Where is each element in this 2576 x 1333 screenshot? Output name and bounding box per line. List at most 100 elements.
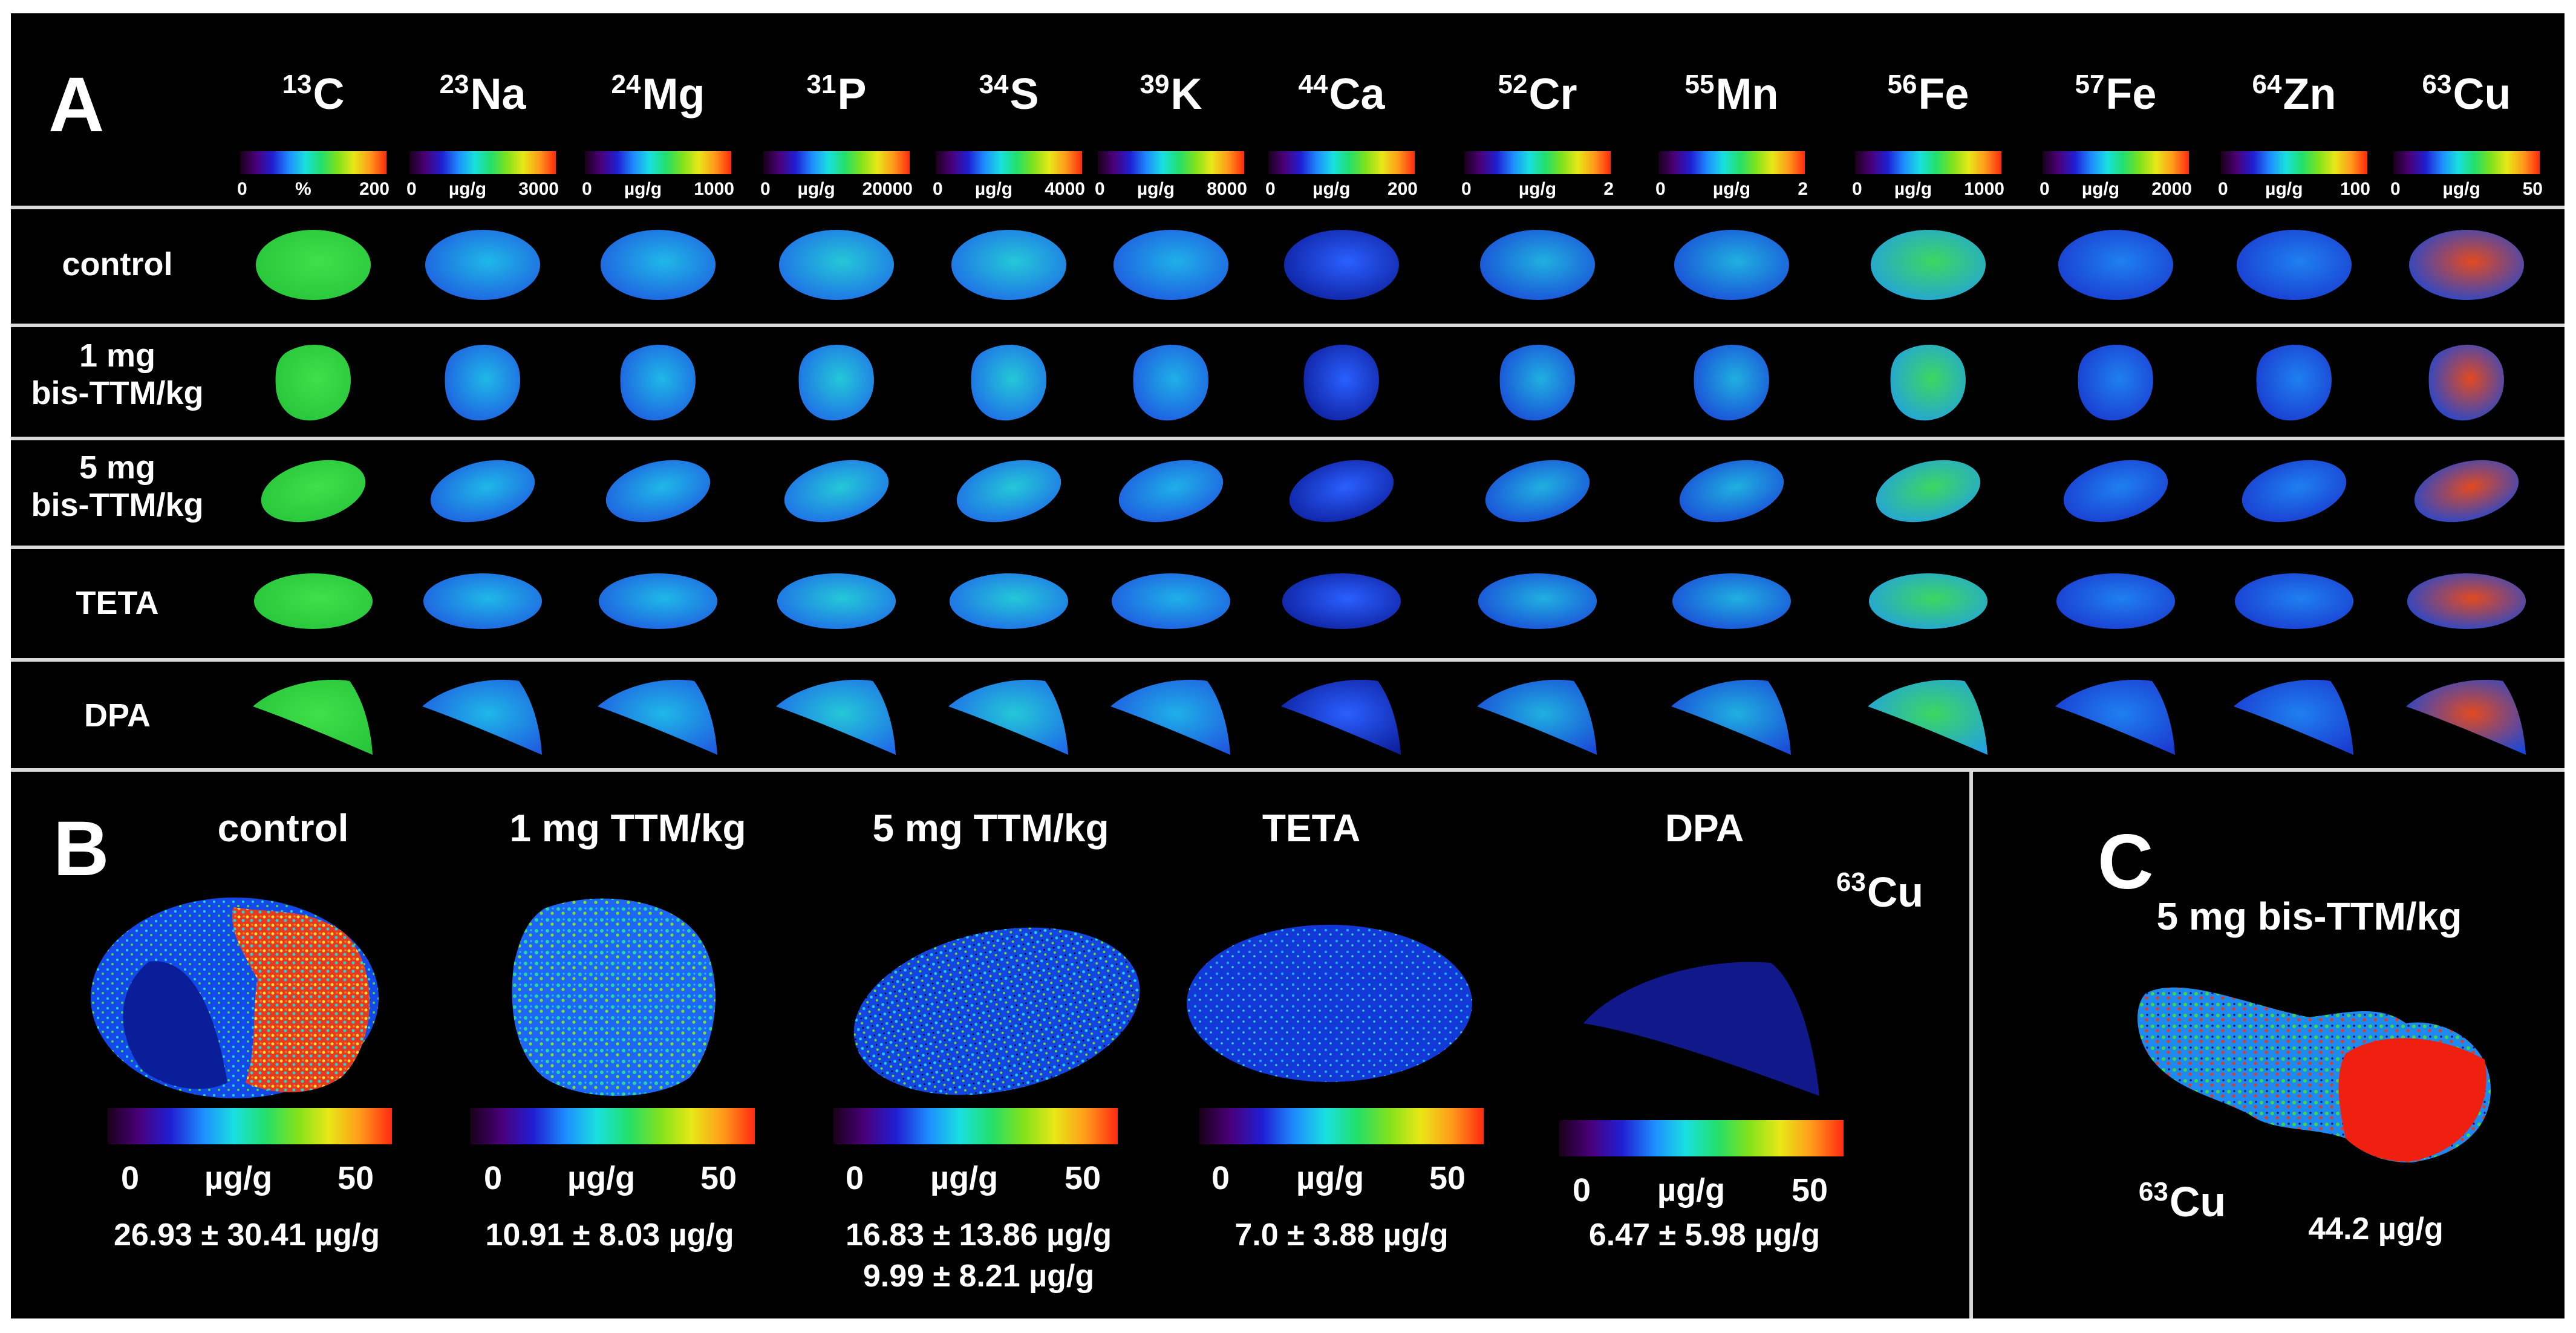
panel-c-isotope-label: 63Cu [2138,1177,2226,1225]
panel-b-scale-unit: µg/g [1296,1160,1365,1196]
panel-b-stat-5mg-2: 9.99 ± 8.21 µg/g [862,1259,1095,1294]
colorbar-scale-max: 2 [1603,179,1614,199]
colorbar-scale-min: 0 [2040,179,2050,199]
tissue-map-thumbnail [2428,345,2504,421]
panel-b-scale-min: 0 [1573,1172,1591,1208]
tissue-map-thumbnail [2406,679,2526,755]
divider-line [11,658,2565,662]
figure-panel: A 13C 23Na 24Mg 31P 34S 39K 44Ca 52Cr 55Mn 56Fe 57… [11,13,2565,1318]
panel-b-title-teta: TETA [1262,806,1361,850]
tissue-map-thumbnail [620,345,696,421]
panel-b-scale-min: 0 [484,1160,503,1196]
panel-b-title-dpa: DPA [1665,806,1744,850]
panel-b-scale-max: 50 [337,1160,374,1196]
tissue-map-thumbnail [2414,460,2519,523]
colorbar-scale-label: 0 µg/g 2 [1453,179,1622,200]
tissue-map-thumbnail [956,460,1061,523]
tissue-map-thumbnail [275,345,351,421]
tissue-map-thumbnail [777,573,896,629]
tissue-map-thumbnail [798,345,874,421]
colorbar-scale-label: 0 µg/g 3000 [398,179,567,200]
colorbar-scale-label: 0 µg/g 4000 [924,179,1094,200]
panel-b-scale-min: 0 [846,1160,864,1196]
tissue-map-thumbnail [2407,573,2526,629]
panel-b-map-5mg [853,927,1140,1095]
panel-b-scale-min: 0 [121,1160,140,1196]
colorbar-scale-max: 3000 [518,179,559,199]
colorbar-scale-max: 1000 [694,179,734,199]
tissue-map-thumbnail [1674,230,1789,300]
tissue-map-thumbnail [425,230,540,300]
panel-b-letter: B [53,806,109,892]
row-label-control: control [62,246,173,282]
tissue-map-thumbnail [1281,679,1401,755]
tissue-map-thumbnail [784,460,889,523]
colorbar-scale-unit: µg/g [624,179,662,199]
panel-b-stat-1mg: 10.91 ± 8.03 µg/g [485,1217,734,1253]
colorbar-scale-max: 1000 [1964,179,2004,199]
colorbar [2221,151,2367,174]
colorbar-scale-min: 0 [406,179,417,199]
panel-b-map-1mg [512,898,716,1096]
tissue-map-thumbnail [948,679,1068,755]
panel-b-colorbar-5mg [833,1108,1118,1144]
tissue-map-thumbnail [2063,460,2168,523]
colorbar-scale-min: 0 [933,179,943,199]
colorbar [409,151,556,174]
colorbar-scale-min: 0 [1655,179,1666,199]
row-label-teta: TETA [76,585,159,621]
tissue-map-thumbnail [423,573,542,629]
colorbar-scale-unit: µg/g [2442,179,2480,199]
colorbar-scale-unit: µg/g [974,179,1013,199]
panel-c-title: 5 mg bis-TTM/kg [2156,895,2462,938]
panel-b-isotope-label: 63Cu [1836,867,1924,916]
isotope-label: 57Fe [2075,70,2157,119]
panel-b-scale-min: 0 [1211,1160,1230,1196]
colorbar-scale-max: 50 [2522,179,2543,199]
tissue-map-thumbnail [1869,573,1987,629]
colorbar [936,151,1082,174]
tissue-map-thumbnail [951,230,1066,300]
tissue-map-thumbnail [2235,573,2353,629]
panel-b-title-1mg: 1 mg TTM/kg [509,806,746,850]
tissue-map-thumbnail [254,573,373,629]
tissue-map-thumbnail [2055,679,2175,755]
isotope-label: 52Cr [1498,70,1577,119]
tissue-map-thumbnail [1282,573,1401,629]
tissue-map-thumbnail [261,460,366,523]
colorbar-scale-min: 0 [1461,179,1472,199]
panel-b-colorbar-dpa [1559,1120,1844,1156]
colorbar-scale-unit: µg/g [2081,179,2120,199]
tissue-map-thumbnail [1480,230,1595,300]
isotope-label: 44Ca [1298,70,1385,119]
colorbar-scale-min: 0 [2218,179,2228,199]
tissue-map-thumbnail [950,573,1068,629]
colorbar-scale-label: 0 µg/g 50 [2382,179,2551,200]
panel-b-colorbar-1mg [471,1108,755,1144]
tissue-map-thumbnail [1868,679,1987,755]
panel-b-title-5mg: 5 mg TTM/kg [872,806,1109,850]
tissue-map-thumbnail [430,460,535,523]
tissue-map-thumbnail [1284,230,1399,300]
colorbar-scale-label: 0 µg/g 2 [1647,179,1816,200]
colorbar-scale-max: 4000 [1045,179,1085,199]
tissue-map-thumbnail [2078,345,2153,421]
isotope-label: 23Na [439,70,526,119]
panel-b-stat-dpa: 6.47 ± 5.98 µg/g [1588,1217,1821,1253]
isotope-label: 34S [979,70,1039,119]
colorbar-scale-label: 0 µg/g 2000 [2031,179,2200,200]
row-label-dpa: DPA [83,697,151,734]
colorbar-scale-label: 0 µg/g 8000 [1086,179,1256,200]
colorbar-scale-max: 2 [1798,179,1808,199]
colorbar-scale-max: 20000 [862,179,913,199]
colorbar-scale-label: 0 µg/g 200 [1257,179,1426,200]
tissue-map-thumbnail [1289,460,1394,523]
divider-line [11,324,2565,327]
colorbar-scale-max: 8000 [1207,179,1247,199]
colorbar-scale-min: 0 [1095,179,1105,199]
tissue-map-thumbnail [2242,460,2347,523]
panel-b-stat-teta: 7.0 ± 3.88 µg/g [1234,1217,1449,1253]
tissue-map-thumbnail [2237,230,2352,300]
panel-b-scale-max: 50 [700,1160,737,1196]
isotope-label: 24Mg [611,70,705,119]
